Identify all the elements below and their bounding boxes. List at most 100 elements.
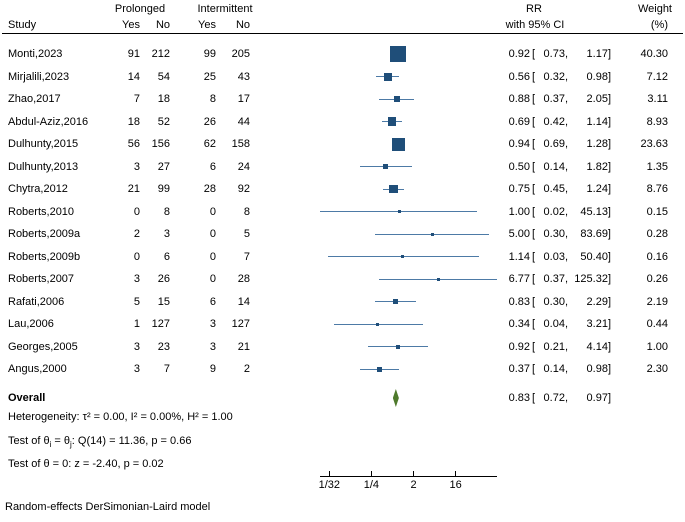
count-prolonged-yes: 0 bbox=[133, 205, 140, 218]
count-prolonged-no: 54 bbox=[157, 70, 170, 83]
ci-plot-cell bbox=[250, 178, 502, 201]
rr-value: 0.50 bbox=[508, 160, 530, 173]
ci-high: 3.21] bbox=[586, 318, 611, 331]
column-header-ci: with 95% CI bbox=[505, 19, 565, 31]
study-label: Roberts,2009b bbox=[8, 250, 81, 263]
study-row: Angus,2000 3 7 9 2 0.37[0.14, 0.98] 2.30 bbox=[0, 358, 685, 381]
overall-diamond bbox=[392, 389, 399, 407]
ci-high: 1.28] bbox=[586, 138, 611, 151]
axis-tick bbox=[370, 471, 372, 477]
effect-marker bbox=[383, 72, 392, 81]
count-intermittent-yes: 0 bbox=[209, 205, 216, 218]
ci-low: 0.32, bbox=[543, 70, 568, 83]
study-row: Dulhunty,2013 3 27 6 24 0.50[0.14, 1.82] 1.35 bbox=[0, 156, 685, 179]
ci-low: 0.02, bbox=[543, 205, 568, 218]
study-row: Abdul-Aziz,2016 18 52 26 44 0.69[0.42, 1.14] 8.… bbox=[0, 111, 685, 134]
column-header-prolonged: Prolonged bbox=[114, 3, 166, 15]
rr-value: 5.00 bbox=[508, 228, 530, 241]
count-intermittent-no: 17 bbox=[237, 93, 250, 106]
count-intermittent-no: 14 bbox=[237, 295, 250, 308]
ci-high: 2.05] bbox=[586, 93, 611, 106]
rr-value: 0.88 bbox=[508, 93, 530, 106]
test-theta-post: : Q(14) = 11.36, p = 0.66 bbox=[71, 435, 192, 447]
count-prolonged-no: 6 bbox=[163, 250, 170, 263]
count-prolonged-yes: 0 bbox=[133, 250, 140, 263]
rr-bracket: [ bbox=[532, 295, 536, 308]
count-prolonged-no: 127 bbox=[151, 318, 170, 331]
test-theta-text: Test of θi = θj: Q(14) = 11.36, p = 0.66 bbox=[8, 435, 191, 449]
weight-value: 0.16 bbox=[646, 250, 668, 263]
study-label: Rafati,2006 bbox=[8, 295, 65, 308]
rr-bracket: [ bbox=[532, 70, 536, 83]
study-row: Dulhunty,2015 56 156 62 158 0.94[0.69, 1.28] 23… bbox=[0, 133, 685, 156]
count-prolonged-no: 8 bbox=[163, 205, 170, 218]
axis-tick-label: 16 bbox=[449, 479, 462, 491]
rr-value: 0.56 bbox=[508, 70, 530, 83]
effect-marker bbox=[436, 277, 440, 281]
ci-low: 0.21, bbox=[543, 340, 568, 353]
effect-marker bbox=[389, 184, 398, 194]
study-row: Monti,2023 91 212 99 205 0.92[0.73, 1.17] 40.30 bbox=[0, 43, 685, 66]
ci-low: 0.30, bbox=[543, 228, 568, 241]
effect-marker bbox=[395, 344, 400, 349]
weight-value: 0.26 bbox=[646, 273, 668, 286]
count-intermittent-no: 2 bbox=[243, 363, 250, 376]
count-prolonged-yes: 7 bbox=[133, 93, 140, 106]
rr-bracket: [ bbox=[532, 318, 536, 331]
ci-plot-cell bbox=[250, 268, 502, 291]
study-row: Mirjalili,2023 14 54 25 43 0.56[0.32, 0.98] 7.1… bbox=[0, 66, 685, 89]
count-prolonged-no: 15 bbox=[157, 295, 170, 308]
count-intermittent-yes: 0 bbox=[209, 273, 216, 286]
weight-value: 1.00 bbox=[646, 340, 668, 353]
study-row: Roberts,2010 0 8 0 8 1.00[0.02, 45.13] 0.15 bbox=[0, 201, 685, 224]
count-prolonged-yes: 18 bbox=[127, 115, 140, 128]
count-intermittent-yes: 6 bbox=[209, 295, 216, 308]
ci-plot-cell bbox=[250, 43, 502, 66]
study-label: Lau,2006 bbox=[8, 318, 54, 331]
test-theta-sub-j: j bbox=[70, 440, 72, 449]
test-z-text: Test of θ = 0: z = -2.40, p = 0.02 bbox=[8, 458, 164, 470]
ci-plot-cell bbox=[250, 156, 502, 179]
column-header-weight-pct: (%) bbox=[650, 19, 668, 31]
rr-value: 0.75 bbox=[508, 183, 530, 196]
ci-high: 1.14] bbox=[586, 115, 611, 128]
count-prolonged-no: 7 bbox=[163, 363, 170, 376]
count-intermittent-no: 24 bbox=[237, 160, 250, 173]
weight-value: 0.44 bbox=[646, 318, 668, 331]
count-intermittent-no: 8 bbox=[243, 205, 250, 218]
study-label: Abdul-Aziz,2016 bbox=[8, 115, 89, 128]
column-header-study: Study bbox=[8, 19, 37, 31]
effect-marker bbox=[375, 322, 380, 326]
ci-low: 0.14, bbox=[543, 363, 568, 376]
count-intermittent-no: 28 bbox=[237, 273, 250, 286]
study-row: Georges,2005 3 23 3 21 0.92[0.21, 4.14] 1.00 bbox=[0, 336, 685, 359]
study-label: Roberts,2009a bbox=[8, 228, 81, 241]
column-header-rr: RR bbox=[526, 3, 542, 15]
axis-tick bbox=[455, 471, 457, 477]
ci-plot-cell bbox=[250, 358, 502, 381]
count-prolonged-yes: 3 bbox=[133, 160, 140, 173]
ci-high: 50.40] bbox=[580, 250, 611, 263]
header-divider bbox=[2, 33, 683, 35]
ci-high: 2.29] bbox=[586, 295, 611, 308]
ci-low: 0.04, bbox=[543, 318, 568, 331]
axis-line bbox=[320, 475, 498, 477]
study-label: Zhao,2017 bbox=[8, 93, 61, 106]
count-intermittent-no: 127 bbox=[231, 318, 250, 331]
count-prolonged-yes: 3 bbox=[133, 273, 140, 286]
count-intermittent-yes: 3 bbox=[209, 318, 216, 331]
study-label: Mirjalili,2023 bbox=[8, 70, 70, 83]
count-intermittent-yes: 62 bbox=[203, 138, 216, 151]
count-intermittent-yes: 99 bbox=[203, 48, 216, 61]
count-prolonged-yes: 3 bbox=[133, 363, 140, 376]
rr-value: 0.94 bbox=[508, 138, 530, 151]
rr-bracket: [ bbox=[532, 160, 536, 173]
test-theta-pre: Test of θ bbox=[8, 435, 50, 447]
ci-plot-cell bbox=[250, 88, 502, 111]
ci-low: 0.03, bbox=[543, 250, 568, 263]
rr-bracket: [ bbox=[532, 340, 536, 353]
effect-marker bbox=[430, 232, 434, 236]
rr-value: 0.83 bbox=[508, 295, 530, 308]
count-intermittent-yes: 8 bbox=[209, 93, 216, 106]
effect-marker bbox=[387, 117, 397, 127]
